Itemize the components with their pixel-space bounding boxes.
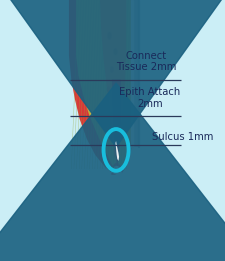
Polygon shape — [115, 141, 119, 161]
Polygon shape — [69, 0, 138, 175]
Text: Connect
Tissue 2mm: Connect Tissue 2mm — [116, 51, 177, 72]
Circle shape — [107, 32, 112, 40]
Text: Epith Attach
2mm: Epith Attach 2mm — [119, 87, 181, 109]
Circle shape — [107, 87, 110, 92]
Polygon shape — [131, 0, 139, 147]
Circle shape — [115, 80, 118, 86]
Polygon shape — [112, 79, 121, 167]
Circle shape — [109, 113, 112, 117]
Circle shape — [110, 66, 114, 73]
Text: Sulcus 1mm: Sulcus 1mm — [152, 132, 213, 142]
Circle shape — [114, 125, 117, 129]
Polygon shape — [76, 0, 136, 171]
Circle shape — [113, 48, 118, 55]
Polygon shape — [100, 0, 126, 160]
Circle shape — [113, 101, 116, 106]
